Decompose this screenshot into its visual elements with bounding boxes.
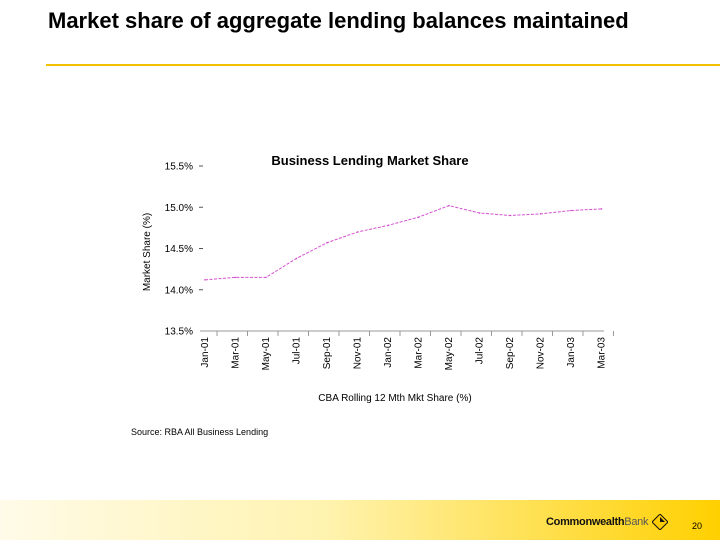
data-point <box>204 279 206 281</box>
slide-title: Market share of aggregate lending balanc… <box>48 8 629 33</box>
x-tick-label: Jan-01 <box>200 337 211 368</box>
x-tick-label: Mar-02 <box>414 337 425 369</box>
x-tick-label: Mar-01 <box>231 337 242 369</box>
x-axis-ticks: Jan-01 Mar-01 May-01 Jul-01 Sep-01 Nov-01 Jan-… <box>200 331 614 370</box>
x-tick-label: Mar-03 <box>597 337 608 369</box>
y-tick-label: 13.5% <box>165 327 193 338</box>
business-lending-chart: Business Lending Market Share Market Sha… <box>142 153 614 404</box>
data-point <box>509 214 511 217</box>
y-axis-ticks: 13.5% 14.0% 14.5% 15.0% 15.5% <box>165 162 203 338</box>
data-point <box>265 276 267 279</box>
x-tick-label: Sep-01 <box>322 337 333 370</box>
data-point <box>600 208 603 210</box>
commonwealth-bank-logo: CommonwealthBank <box>546 514 669 530</box>
y-tick-label: 15.5% <box>165 162 193 173</box>
x-tick-label: May-01 <box>261 337 272 371</box>
y-tick-label: 15.0% <box>165 203 193 214</box>
legend-label: CBA Rolling 12 Mth Mkt Share (%) <box>318 393 471 404</box>
chart-title: Business Lending Market Share <box>271 153 468 168</box>
data-point <box>478 212 481 214</box>
brand-name-light: Bank <box>624 516 649 528</box>
title-underline <box>46 64 720 66</box>
diamond-logo-icon <box>652 514 669 530</box>
data-point <box>570 209 572 212</box>
data-point <box>295 257 298 260</box>
x-tick-label: May-02 <box>444 337 455 371</box>
x-tick-label: Sep-02 <box>505 337 516 370</box>
source-note: Source: RBA All Business Lending <box>131 427 269 437</box>
x-tick-label: Jul-01 <box>292 337 303 365</box>
x-tick-label: Jul-02 <box>475 337 486 365</box>
data-point <box>539 213 542 215</box>
brand-name-bold: Commonwealth <box>546 516 625 528</box>
x-tick-label: Jan-02 <box>383 337 394 368</box>
series-group <box>204 204 603 281</box>
footer-band <box>0 500 720 540</box>
data-point <box>448 204 450 207</box>
y-axis-label: Market Share (%) <box>142 213 153 291</box>
y-tick-label: 14.5% <box>165 244 193 255</box>
y-tick-label: 14.0% <box>165 285 193 296</box>
x-tick-label: Nov-01 <box>353 337 364 370</box>
brand-name: CommonwealthBank <box>546 516 648 528</box>
x-tick-label: Nov-02 <box>536 337 547 370</box>
data-point <box>417 216 420 218</box>
series-line <box>204 205 602 281</box>
data-point <box>234 276 237 279</box>
x-tick-label: Jan-03 <box>566 337 577 368</box>
data-point <box>356 231 359 233</box>
data-point <box>326 241 328 244</box>
page-number: 20 <box>692 521 703 531</box>
data-point <box>387 224 389 227</box>
